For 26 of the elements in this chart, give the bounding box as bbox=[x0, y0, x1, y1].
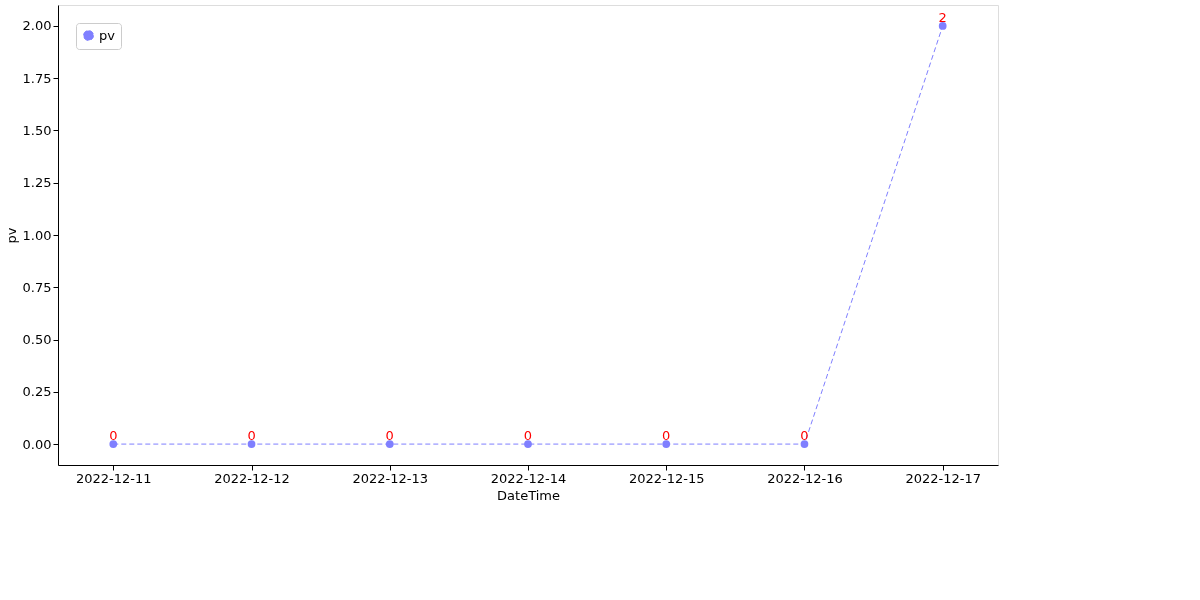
x-axis-title: DateTime bbox=[497, 487, 560, 503]
y-tick-label: 0.25 bbox=[22, 384, 52, 400]
y-tick-label: 1.75 bbox=[22, 70, 52, 86]
y-axis-title: pv bbox=[3, 227, 19, 244]
x-tick-label: 2022-12-13 bbox=[352, 470, 429, 486]
y-tick-label: 1.50 bbox=[22, 122, 52, 138]
x-tick-label: 2022-12-15 bbox=[628, 470, 705, 486]
data-label: 0 bbox=[247, 428, 256, 444]
legend-label: pv bbox=[99, 27, 116, 43]
y-tick-label: 1.25 bbox=[22, 175, 52, 191]
data-label: 0 bbox=[523, 428, 533, 444]
x-tick-label: 2022-12-17 bbox=[905, 470, 981, 486]
y-tick-label: 0.75 bbox=[22, 279, 52, 295]
data-label: 0 bbox=[800, 428, 809, 444]
x-tick-label: 2022-12-14 bbox=[490, 470, 567, 486]
x-tick-label: 2022-12-16 bbox=[767, 470, 843, 486]
data-label: 0 bbox=[109, 428, 118, 444]
y-tick-label: 1.00 bbox=[22, 227, 52, 243]
x-tick-label: 2022-12-11 bbox=[76, 470, 152, 486]
data-label: 0 bbox=[662, 428, 671, 444]
y-tick-label: 0.00 bbox=[22, 436, 52, 452]
y-tick-label: 0.50 bbox=[22, 332, 52, 348]
data-label: 0 bbox=[385, 428, 394, 444]
y-tick-label: 2.00 bbox=[22, 18, 52, 34]
data-label: 2 bbox=[938, 9, 947, 25]
x-tick-label: 2022-12-12 bbox=[214, 470, 290, 486]
